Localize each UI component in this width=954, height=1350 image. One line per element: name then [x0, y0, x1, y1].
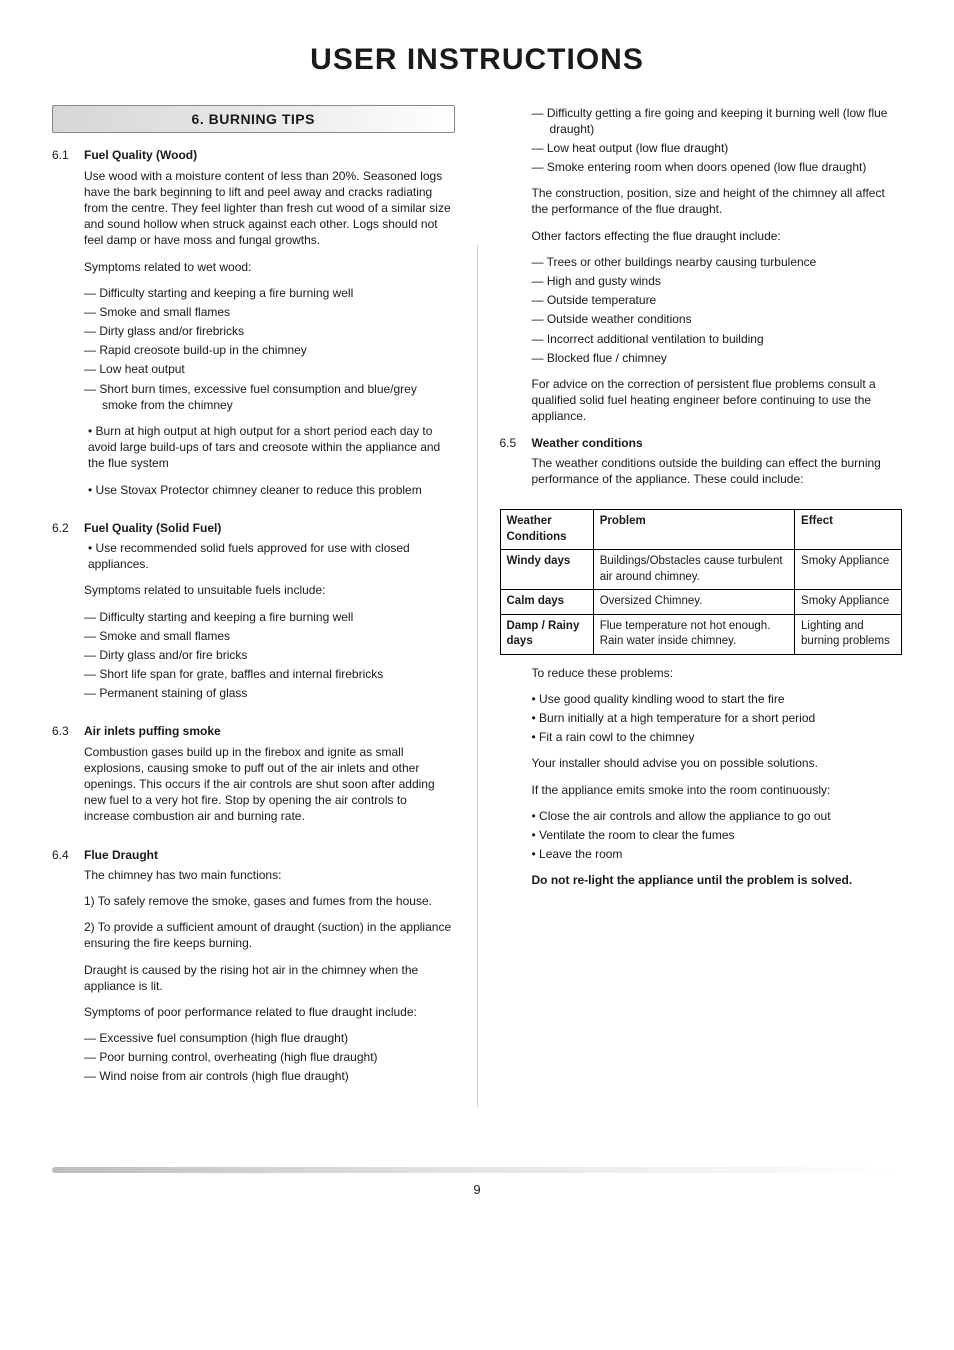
paragraph: The chimney has two main functions:	[84, 867, 455, 883]
table-row: Calm days Oversized Chimney. Smoky Appli…	[500, 590, 902, 615]
table-row: Windy days Buildings/Obstacles cause tur…	[500, 550, 902, 590]
subheading: Weather conditions	[532, 435, 903, 451]
paragraph: If the appliance emits smoke into the ro…	[532, 782, 903, 798]
table-row: Damp / Rainy days Flue temperature not h…	[500, 614, 902, 654]
list-item: Difficulty starting and keeping a fire b…	[84, 609, 455, 625]
list-item: Dirty glass and/or fire bricks	[84, 647, 455, 663]
subheading: Fuel Quality (Wood)	[84, 147, 455, 163]
list-item: Blocked flue / chimney	[532, 350, 903, 366]
factor-list: Trees or other buildings nearby causing …	[532, 254, 903, 366]
list-item: Leave the room	[532, 846, 903, 862]
page-number: 9	[0, 1181, 954, 1219]
bullet-note: • Burn at high output at high output for…	[84, 423, 455, 472]
subheading: Fuel Quality (Solid Fuel)	[84, 520, 455, 536]
list-item: Wind noise from air controls (high flue …	[84, 1068, 455, 1084]
paragraph: Symptoms of poor performance related to …	[84, 1004, 455, 1020]
list-item: Difficulty starting and keeping a fire b…	[84, 285, 455, 301]
smoke-list: Close the air controls and allow the app…	[532, 808, 903, 863]
column-divider	[477, 245, 478, 1107]
section-number: 6.5	[500, 435, 532, 498]
section-number: 6.4	[52, 847, 84, 1095]
paragraph: To reduce these problems:	[532, 665, 903, 681]
list-item: Trees or other buildings nearby causing …	[532, 254, 903, 270]
paragraph: The construction, position, size and hei…	[532, 185, 903, 217]
table-header: Problem	[593, 510, 794, 550]
symptom-list: Difficulty getting a fire going and keep…	[532, 105, 903, 176]
subheading: Air inlets puffing smoke	[84, 723, 455, 739]
list-item: Burn initially at a high temperature for…	[532, 710, 903, 726]
page-title: USER INSTRUCTIONS	[52, 40, 902, 81]
table-header: Weather Conditions	[500, 510, 593, 550]
list-item: Close the air controls and allow the app…	[532, 808, 903, 824]
list-item: Difficulty getting a fire going and keep…	[532, 105, 903, 137]
list-item: Incorrect additional ventilation to buil…	[532, 331, 903, 347]
list-item: Excessive fuel consumption (high flue dr…	[84, 1030, 455, 1046]
list-item: Poor burning control, overheating (high …	[84, 1049, 455, 1065]
right-column: Difficulty getting a fire going and keep…	[500, 105, 903, 1107]
section-number: 6.3	[52, 723, 84, 834]
list-item: Smoke and small flames	[84, 628, 455, 644]
list-item: Smoke and small flames	[84, 304, 455, 320]
list-item: Outside weather conditions	[532, 311, 903, 327]
list-item: Low heat output (low flue draught)	[532, 140, 903, 156]
subheading: Flue Draught	[84, 847, 455, 863]
list-item: Smoke entering room when doors opened (l…	[532, 159, 903, 175]
paragraph: Symptoms related to wet wood:	[84, 259, 455, 275]
paragraph: Other factors effecting the flue draught…	[532, 228, 903, 244]
list-item: High and gusty winds	[532, 273, 903, 289]
symptom-list: Difficulty starting and keeping a fire b…	[84, 609, 455, 702]
left-column: 6. BURNING TIPS 6.1 Fuel Quality (Wood) …	[52, 105, 455, 1107]
paragraph: 2) To provide a sufficient amount of dra…	[84, 919, 455, 951]
list-item: Permanent staining of glass	[84, 685, 455, 701]
section-number: 6.2	[52, 520, 84, 712]
paragraph: For advice on the correction of persiste…	[532, 376, 903, 425]
paragraph: Symptoms related to unsuitable fuels inc…	[84, 582, 455, 598]
list-item: Outside temperature	[532, 292, 903, 308]
symptom-list: Excessive fuel consumption (high flue dr…	[84, 1030, 455, 1085]
paragraph: The weather conditions outside the build…	[532, 455, 903, 487]
paragraph: Use wood with a moisture content of less…	[84, 168, 455, 249]
section-banner: 6. BURNING TIPS	[52, 105, 455, 134]
paragraph: Draught is caused by the rising hot air …	[84, 962, 455, 994]
bullet-note: • Use Stovax Protector chimney cleaner t…	[84, 482, 455, 498]
list-item: Fit a rain cowl to the chimney	[532, 729, 903, 745]
list-item: Short burn times, excessive fuel consump…	[84, 381, 455, 413]
symptom-list: Difficulty starting and keeping a fire b…	[84, 285, 455, 413]
paragraph: Your installer should advise you on poss…	[532, 755, 903, 771]
section-number: 6.1	[52, 147, 84, 507]
table-header: Effect	[795, 510, 902, 550]
warning-text: Do not re-light the appliance until the …	[532, 872, 903, 888]
list-item: Short life span for grate, baffles and i…	[84, 666, 455, 682]
list-item: Use good quality kindling wood to start …	[532, 691, 903, 707]
list-item: Dirty glass and/or firebricks	[84, 323, 455, 339]
weather-conditions-table: Weather Conditions Problem Effect Windy …	[500, 509, 903, 655]
footer-divider	[52, 1167, 902, 1173]
bullet-note: • Use recommended solid fuels approved f…	[84, 540, 455, 572]
paragraph: 1) To safely remove the smoke, gases and…	[84, 893, 455, 909]
reduce-list: Use good quality kindling wood to start …	[532, 691, 903, 746]
list-item: Ventilate the room to clear the fumes	[532, 827, 903, 843]
list-item: Rapid creosote build-up in the chimney	[84, 342, 455, 358]
paragraph: Combustion gases build up in the firebox…	[84, 744, 455, 825]
list-item: Low heat output	[84, 361, 455, 377]
